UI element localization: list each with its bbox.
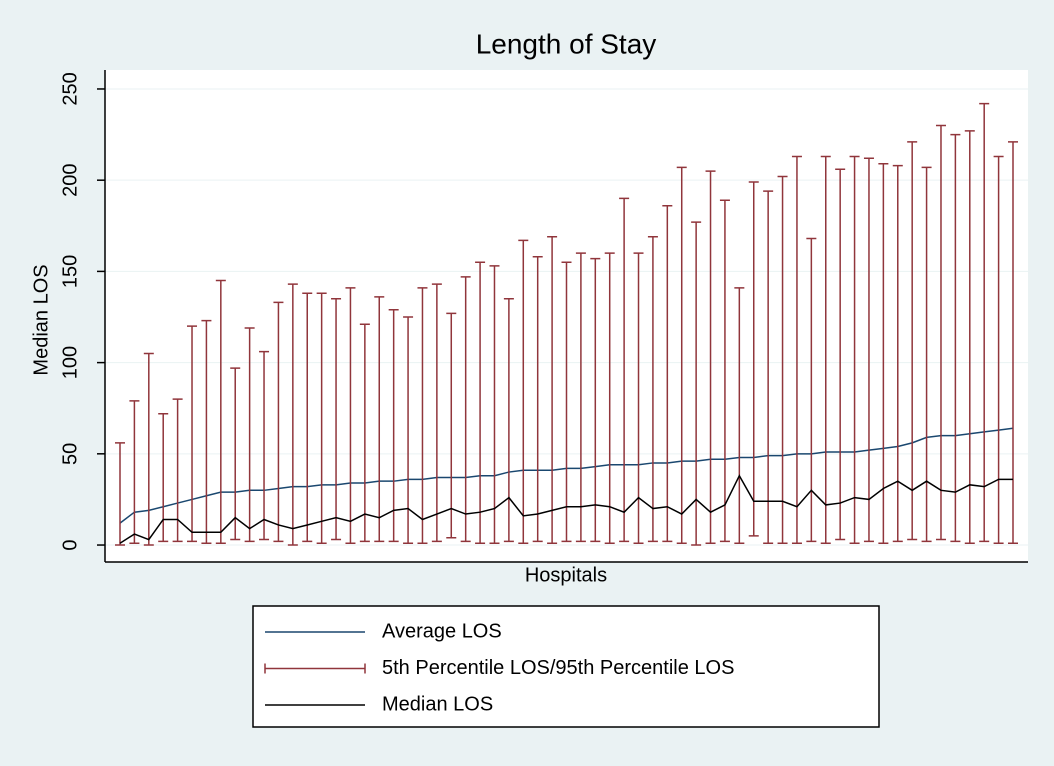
error-bar (316, 292, 327, 544)
y-axis-label: Median LOS (30, 264, 52, 375)
error-bar (259, 350, 270, 541)
error-bar (763, 190, 774, 544)
error-bar (950, 133, 961, 543)
error-bar (907, 141, 918, 541)
y-tick-label: 0 (59, 539, 81, 550)
error-bar (619, 197, 630, 543)
error-bar (460, 276, 471, 543)
error-bar (503, 298, 514, 543)
error-bar (388, 308, 399, 543)
x-axis-label: Hospitals (525, 564, 607, 586)
error-bar (302, 292, 313, 543)
error-bar (575, 252, 586, 543)
legend-swatch (264, 663, 366, 674)
error-bar (331, 298, 342, 541)
error-bar (892, 164, 903, 543)
error-bar (417, 287, 428, 544)
error-bar (244, 327, 255, 543)
error-bar (964, 130, 975, 544)
error-bar (230, 367, 241, 541)
error-bar (791, 155, 802, 544)
error-bar (604, 252, 615, 544)
legend-label: 5th Percentile LOS/95th Percentile LOS (382, 657, 734, 679)
error-bar (878, 163, 889, 544)
error-bar (921, 166, 932, 543)
error-bar (777, 175, 788, 544)
error-bar (446, 312, 457, 539)
chart-title: Length of Stay (476, 28, 657, 59)
y-tick-label: 100 (59, 346, 81, 379)
error-bar (129, 400, 140, 544)
error-bar (143, 352, 154, 546)
error-bar (345, 287, 356, 544)
legend-box (252, 605, 880, 728)
error-bar (547, 235, 558, 544)
error-bar (475, 261, 486, 544)
error-bar (287, 283, 298, 546)
error-bar (1008, 141, 1018, 544)
y-tick-label: 50 (59, 443, 81, 465)
legend-label: Average LOS (382, 620, 502, 642)
error-bar (935, 124, 946, 541)
error-bar (518, 239, 529, 544)
error-bar (719, 199, 730, 543)
error-bar (748, 181, 759, 537)
error-bar (374, 296, 385, 543)
error-bar (431, 283, 442, 543)
error-bar (489, 265, 500, 544)
error-bar (403, 316, 414, 544)
error-bar (633, 252, 644, 544)
error-bar (532, 256, 543, 543)
error-bar (561, 261, 572, 543)
error-bar (734, 287, 745, 544)
error-bar (172, 398, 183, 543)
error-bar (215, 279, 226, 544)
error-bar (647, 235, 658, 543)
error-bar (849, 155, 860, 544)
legend-label: Median LOS (382, 693, 493, 715)
error-bar (187, 325, 198, 543)
error-bar (662, 204, 673, 543)
y-tick-label: 250 (59, 72, 81, 105)
y-tick-label: 150 (59, 255, 81, 288)
series-line (119, 474, 1013, 544)
y-tick-label: 200 (59, 163, 81, 196)
error-bar (705, 170, 716, 544)
error-bar (676, 166, 687, 544)
error-bar (820, 155, 831, 544)
error-bar (979, 102, 990, 543)
error-bar (835, 168, 846, 541)
error-bar (691, 221, 702, 546)
error-bar (115, 442, 125, 546)
error-bar (273, 301, 284, 543)
error-bar (359, 323, 370, 543)
error-bar (590, 257, 601, 543)
error-bar (201, 319, 212, 544)
error-bar (863, 157, 874, 543)
